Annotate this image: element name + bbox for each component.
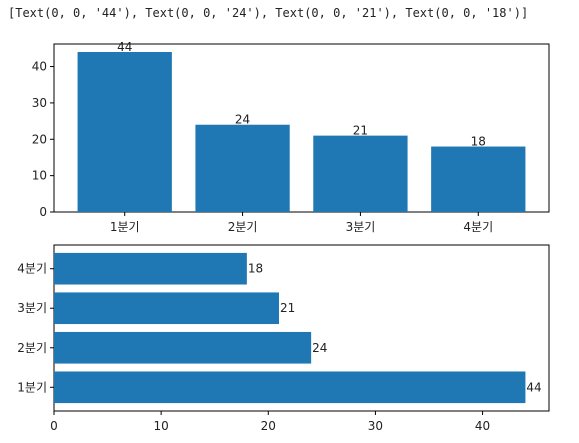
bar-value-label: 21	[280, 301, 295, 315]
cell-output-text: [Text(0, 0, '44'), Text(0, 0, '24'), Tex…	[8, 6, 529, 20]
x-tick-label: 4분기	[463, 220, 493, 234]
y-tick-label: 3분기	[17, 301, 47, 315]
horizontal-chart-axes	[53, 244, 550, 412]
bar	[195, 124, 290, 212]
bar-value-label: 44	[117, 40, 132, 54]
bar	[77, 52, 172, 212]
y-tick-label: 0	[39, 205, 47, 219]
y-tick-label: 2분기	[17, 341, 47, 355]
y-tick-label: 30	[32, 96, 47, 110]
bar-value-label: 18	[471, 135, 486, 149]
y-tick-label: 1분기	[17, 380, 47, 394]
bar	[313, 135, 408, 212]
bar	[54, 371, 526, 404]
bar	[431, 146, 526, 212]
bar-value-label: 21	[353, 124, 368, 138]
bar	[54, 331, 312, 364]
x-tick-label: 10	[154, 419, 169, 433]
bar-value-label: 18	[248, 262, 263, 276]
y-tick-label: 20	[32, 132, 47, 146]
x-tick-label: 0	[50, 419, 58, 433]
y-tick-label: 4분기	[17, 262, 47, 276]
horizontal-bar-chart: 44 1분기 24 2분기 21 3분기 18 4분기 0 10 20 30 40	[17, 252, 542, 433]
bar-value-label: 44	[526, 380, 541, 394]
x-tick-label: 40	[475, 419, 490, 433]
bar-value-label: 24	[312, 341, 327, 355]
x-tick-label: 2분기	[228, 220, 258, 234]
y-tick-label: 10	[32, 169, 47, 183]
x-tick-label: 20	[261, 419, 276, 433]
bar-value-label: 24	[235, 113, 250, 127]
bar	[54, 292, 279, 325]
vertical-chart-axes	[53, 43, 550, 213]
vertical-bar-chart: 44 1분기 24 2분기 21 3분기 18 4분기 0 10 20 30 40	[32, 40, 526, 234]
x-tick-label: 30	[368, 419, 383, 433]
x-tick-label: 3분기	[346, 220, 376, 234]
x-tick-label: 1분기	[110, 220, 140, 234]
bar	[54, 252, 247, 285]
y-tick-label: 40	[32, 60, 47, 74]
